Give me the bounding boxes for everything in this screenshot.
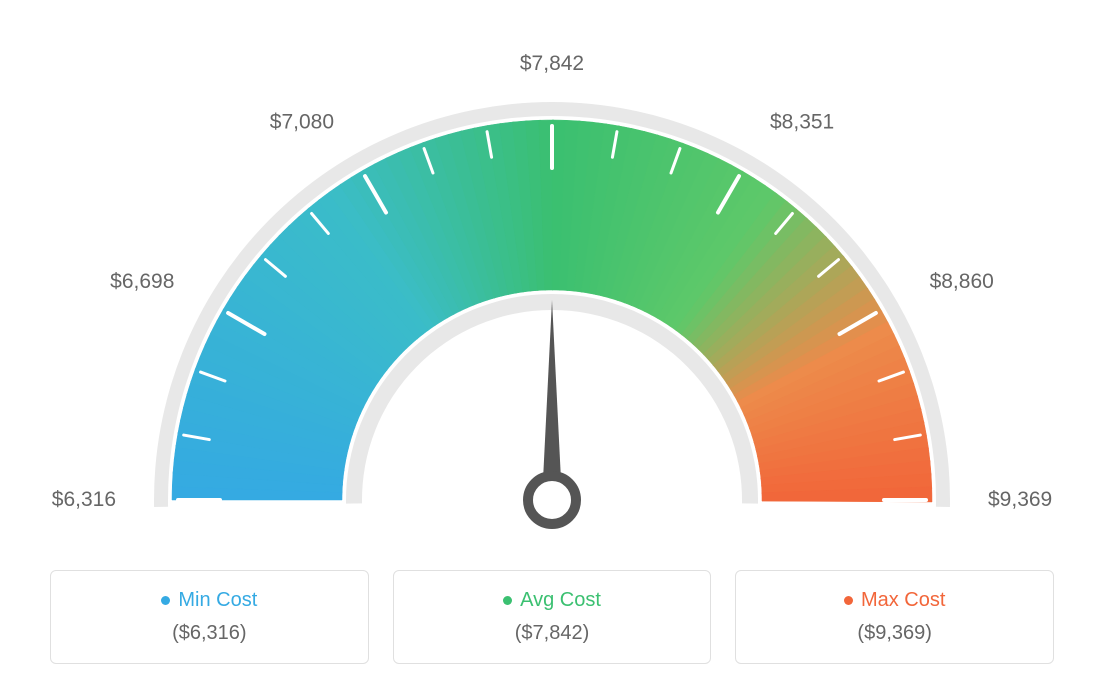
svg-text:$9,369: $9,369	[988, 488, 1052, 511]
svg-text:$8,351: $8,351	[770, 110, 834, 133]
svg-text:$6,316: $6,316	[52, 488, 116, 511]
legend-avg-title: Avg Cost	[414, 589, 691, 612]
max-dot-icon	[844, 596, 853, 605]
legend-max-value: ($9,369)	[756, 622, 1033, 645]
legend-min-title: Min Cost	[71, 589, 348, 612]
svg-text:$6,698: $6,698	[110, 270, 174, 293]
legend-min-box: Min Cost ($6,316)	[50, 570, 369, 664]
svg-text:$7,080: $7,080	[270, 110, 334, 133]
cost-gauge-chart: $6,316 $6,698 $7,080 $7,842 $8,351 $8,860 $9,3…	[20, 20, 1084, 664]
legend-max-label: Max Cost	[861, 589, 945, 612]
svg-text:$7,842: $7,842	[520, 52, 584, 75]
gauge-svg: $6,316 $6,698 $7,080 $7,842 $8,351 $8,860 $9,3…	[32, 20, 1072, 540]
min-dot-icon	[161, 596, 170, 605]
legend-avg-box: Avg Cost ($7,842)	[393, 570, 712, 664]
legend-max-title: Max Cost	[756, 589, 1033, 612]
avg-dot-icon	[503, 596, 512, 605]
legend-row: Min Cost ($6,316) Avg Cost ($7,842) Max …	[20, 570, 1084, 664]
legend-min-value: ($6,316)	[71, 622, 348, 645]
legend-avg-label: Avg Cost	[520, 589, 601, 612]
legend-max-box: Max Cost ($9,369)	[735, 570, 1054, 664]
svg-text:$8,860: $8,860	[930, 270, 994, 293]
legend-min-label: Min Cost	[178, 589, 257, 612]
legend-avg-value: ($7,842)	[414, 622, 691, 645]
